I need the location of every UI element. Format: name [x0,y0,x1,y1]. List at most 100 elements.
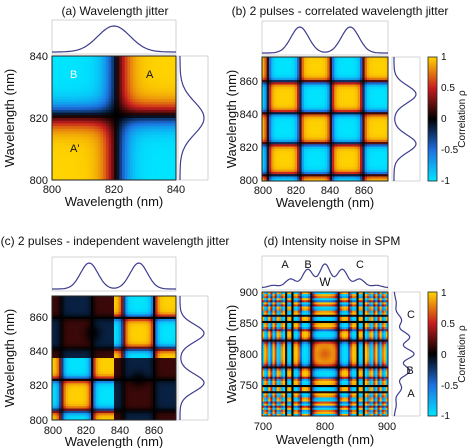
panel-a-heatmap-cell [105,66,110,71]
panel-b-heatmap-cell [378,112,382,116]
panel-a-heatmap-cell [103,123,107,127]
panel-b-heatmap-cell [341,162,345,166]
panel-b-heatmap-cell [381,100,384,104]
panel-b-heatmap-cell [301,123,305,127]
panel-a-heatmap-cell [81,177,85,180]
panel-b-heatmap-cell [360,91,363,95]
panel-b-heatmap-cell [273,144,277,148]
panel-a-heatmap-cell [57,131,61,135]
panel-b-heatmap-cell [287,178,291,181]
panel-b-heatmap-cell [297,114,300,118]
panel-b-heatmap-cell [374,91,377,95]
panel-a-heatmap-cell [167,61,172,65]
panel-b-heatmap-cell [315,121,319,125]
panel-a-heatmap-cell [159,93,164,98]
panel-b-heatmap-cell [367,89,370,93]
panel-a-heatmap-cell [60,99,64,103]
panel-b-heatmap-cell [271,160,275,164]
panel-b-heatmap-cell [278,57,282,60]
panel-b-heatmap-cell [271,130,275,134]
panel-a-heatmap-cell [57,150,61,154]
panel-b-heatmap-cell [364,86,368,90]
panel-a-heatmap-cell [140,153,145,157]
panel-b-heatmap-cell [318,61,321,65]
panel-b-heatmap-cell [339,89,342,93]
panel-a-heatmap-cell [76,136,80,141]
panel-b-heatmap-cell [369,105,373,109]
panel-a-heatmap-cell [65,82,69,87]
panel-a-heatmap-cell [124,131,129,135]
panel-b-heatmap-cell [304,162,307,166]
panel-b-heatmap-cell [294,146,298,150]
panel-b-heatmap-cell [269,100,272,104]
panel-b-heatmap-cell [327,123,331,127]
panel-b-heatmap-cell [276,112,279,116]
panel-b-heatmap-cell [360,77,363,81]
panel-a-heatmap-cell [70,80,75,84]
panel-b-heatmap-cell [383,139,387,143]
panel-b-heatmap-cell [273,151,277,155]
panel-b-heatmap-cell [343,66,347,70]
panel-a-heatmap-cell [108,104,112,108]
panel-b-heatmap-cell [287,86,291,90]
panel-a-heatmap-cell [167,93,172,98]
panel-a-heatmap-cell [54,56,58,60]
panel-b-heatmap-cell [332,68,335,72]
panel-b-heatmap-cell [369,167,373,171]
panel-b-heatmap-cell [353,61,356,65]
panel-a-heatmap-cell [103,101,107,106]
panel-b-heatmap-cell [367,130,370,134]
panel-b-heatmap-cell [301,82,305,86]
panel-a-heatmap-cell [173,107,176,111]
panel-b-heatmap-cell [350,160,354,164]
panel-a-heatmap-cell [84,99,88,103]
panel-b-heatmap-cell [367,70,370,74]
panel-b-heatmap-cell [276,139,279,143]
panel-a-heatmap-cell [105,126,110,130]
panel-b-heatmap-cell [294,176,298,180]
panel-b-heatmap-cell [350,128,354,132]
panel-b-heatmap-cell [271,167,275,171]
panel-a-heatmap-cell [68,123,72,127]
panel-a-heatmap-cell [65,101,69,106]
panel-a-heatmap-cell [103,61,107,65]
panel-a-heatmap-cell [103,120,107,124]
panel-b-heatmap-cell [320,107,324,111]
panel-a-heatmap-cell [122,174,126,178]
panel-b-heatmap-cell [378,84,382,88]
panel-b-heatmap-cell [378,164,382,168]
panel-a-heatmap-cell [122,166,126,170]
panel-b-heatmap-cell [306,123,310,127]
panel-a-heatmap-cell [119,139,123,143]
panel-b-heatmap-cell [355,164,359,168]
panel-b-heatmap-cell [343,119,347,122]
panel-b-heatmap-cell [318,73,321,76]
panel-b-heatmap-cell [325,93,328,97]
panel-a-heatmap-cell [138,158,142,162]
panel-a-heatmap-cell [149,169,153,173]
panel-b-heatmap-cell [264,148,268,152]
panel-a-heatmap-cell [132,56,137,60]
panel-a-heatmap-cell [135,69,139,73]
panel-a-heatmap-cell [81,58,85,62]
panel-b-heatmap-cell [271,116,275,120]
panel-a-heatmap-cell [111,163,115,168]
panel-a-heatmap-cell [157,93,161,98]
panel-b-heatmap-cell [362,160,366,164]
panel-b-heatmap-cell [332,112,335,116]
panel-b-heatmap-cell [301,102,305,106]
panel-a-heatmap-cell [122,88,126,92]
panel-b-heatmap-cell [311,162,314,166]
panel-b-heatmap-cell [271,139,275,143]
panel-a-heatmap-cell [157,139,161,143]
panel-a-heatmap-cell [87,61,91,65]
panel-a-heatmap-cell [154,128,158,133]
panel-b-heatmap-cell [290,132,293,136]
panel-b-heatmap-cell [371,144,375,148]
panel-b-heatmap-cell [283,107,286,111]
panel-b-heatmap-cell [280,100,284,104]
panel-a-heatmap-cell [62,120,67,124]
panel-b-heatmap-cell [362,96,366,99]
panel-b-heatmap-cell [369,146,373,150]
panel-a-heatmap-cell [87,163,91,168]
